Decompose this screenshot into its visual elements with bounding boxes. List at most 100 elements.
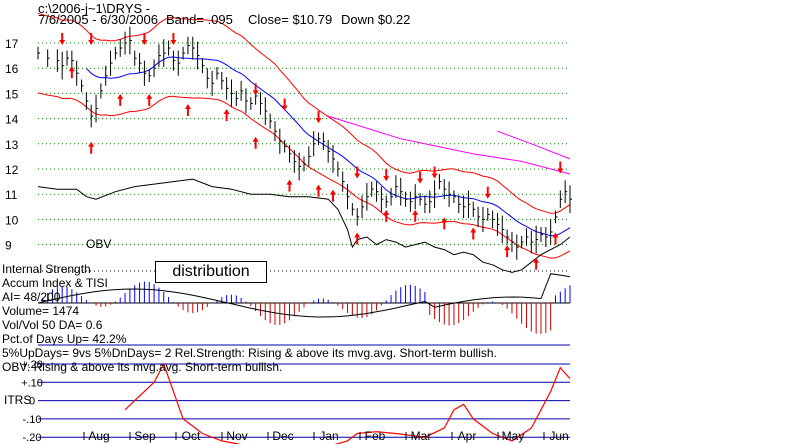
buy-arrow-head	[330, 189, 337, 195]
info-obv-status: OBV: Rising & above its mvg.avg. Short-t…	[2, 360, 283, 374]
header-dates: 7/6/2005 - 6/30/2006	[38, 12, 158, 27]
sell-arrow	[557, 161, 564, 174]
obv-polyline	[37, 178, 571, 273]
buy-arrow	[286, 179, 293, 192]
price-tick-label: 13	[5, 138, 19, 152]
sell-arrow	[252, 83, 259, 96]
buy-arrow	[470, 227, 477, 240]
info-ai: AI= 48/200	[2, 290, 61, 304]
buy-arrow	[146, 93, 153, 106]
month-tick-label: Apr	[458, 429, 477, 443]
sell-arrow-head	[354, 173, 361, 179]
itrs-tick-label: +.20	[21, 359, 43, 371]
month-tick-label: Jan	[319, 429, 338, 443]
sell-arrow	[431, 166, 438, 179]
price-tick-label: 15	[5, 87, 19, 101]
buy-arrow	[533, 257, 540, 270]
sell-arrow-head	[315, 118, 322, 124]
buy-arrow-head	[383, 209, 390, 215]
buy-arrow	[184, 104, 191, 116]
buy-arrow-head	[223, 109, 230, 115]
buy-arrow	[504, 245, 511, 258]
buy-arrow-head	[88, 141, 95, 147]
sell-arrow	[354, 166, 361, 179]
price-grid	[38, 42, 570, 346]
buy-arrow	[223, 109, 230, 122]
price-tick-label: 14	[5, 113, 19, 127]
itrs-tick-label: +.10	[21, 377, 43, 389]
buy-arrow	[315, 184, 322, 197]
sell-arrow	[170, 33, 177, 45]
signal-arrows	[59, 33, 564, 270]
accumulation-histogram	[37, 273, 571, 334]
sell-arrow-head	[383, 176, 390, 182]
buy-arrow	[412, 209, 419, 222]
info-rel-strength: 5%UpDays= 9vs 5%DnDays= 2 Rel.Strength: …	[2, 346, 497, 360]
sell-arrow-head	[484, 193, 491, 199]
month-tick-label: Dec	[272, 429, 293, 443]
buy-arrow	[330, 189, 337, 202]
long-moving-average-upper	[328, 115, 571, 175]
upper-band	[37, 12, 571, 214]
month-tick-labels: Aug Sep Oct Nov Dec Jan Feb Mar Apr May Jun	[83, 429, 569, 443]
itrs-label: ITRS	[4, 393, 32, 407]
sell-arrow	[141, 33, 148, 45]
buy-arrow	[117, 93, 124, 106]
sell-arrow	[59, 33, 66, 45]
month-tick-label: Sep	[134, 429, 156, 443]
buy-arrow	[383, 209, 390, 222]
itrs-line	[124, 362, 571, 444]
trading-bands	[37, 12, 571, 259]
price-tick-label: 10	[5, 213, 19, 227]
header-change: Down $0.22	[341, 12, 411, 27]
buy-arrow-head	[117, 93, 124, 99]
itrs-tick-label: 0	[29, 396, 35, 408]
itrs-panel	[38, 362, 571, 444]
month-tick-label: Aug	[88, 429, 109, 443]
sell-arrow	[281, 98, 288, 111]
header-band: Band= .095	[166, 12, 233, 27]
itrs-tick-label: -.10	[23, 414, 42, 426]
info-internal-strength: Internal Strength	[2, 262, 91, 276]
buy-arrow-head	[504, 245, 511, 251]
month-tick-label: Mar	[411, 429, 432, 443]
month-tick-label: Feb	[365, 429, 386, 443]
price-bars	[37, 26, 572, 260]
sell-arrow-head	[88, 40, 95, 45]
buy-arrow-head	[315, 184, 322, 190]
buy-arrow	[441, 217, 448, 230]
tisi-line	[37, 273, 571, 318]
buy-arrow-head	[441, 217, 448, 223]
long-moving-average-short	[497, 130, 571, 160]
price-tick-label: 12	[5, 163, 19, 177]
sell-arrow	[417, 171, 424, 184]
price-tick-label: 16	[5, 62, 19, 76]
obv-line	[37, 178, 571, 273]
sell-arrow-head	[141, 40, 148, 45]
month-tick-label: Nov	[226, 429, 247, 443]
buy-arrow-head	[412, 209, 419, 215]
buy-arrow-head	[184, 104, 191, 109]
obv-label: OBV	[86, 237, 112, 251]
price-tick-label: 11	[5, 188, 18, 202]
info-vol-ratio: Vol/Vol 50 DA= 0.6	[2, 318, 103, 332]
buy-arrow	[354, 232, 361, 245]
buy-arrow-head	[533, 257, 540, 263]
info-accum-index: Accum Index & TISI	[2, 276, 108, 290]
sell-arrow	[383, 169, 390, 182]
sell-arrow-head	[431, 173, 438, 179]
buy-arrow-head	[68, 66, 75, 72]
price-tick-label: 17	[5, 37, 19, 51]
lower-band	[37, 92, 571, 259]
sell-arrow	[88, 33, 95, 45]
price-tick-labels: 17 16 15 14 13 12 11 10 9 +.20 +.10 0 -.10 -.20	[5, 37, 43, 444]
buy-arrow-head	[470, 227, 477, 233]
info-pct-up: Pct.of Days Up= 42.2%	[2, 332, 127, 346]
month-tick-label: Oct	[182, 429, 201, 443]
buy-arrow	[252, 136, 259, 149]
sell-arrow	[484, 186, 491, 199]
sell-arrow	[315, 111, 322, 124]
buy-arrow-head	[286, 179, 293, 185]
sell-arrow-head	[59, 40, 66, 45]
